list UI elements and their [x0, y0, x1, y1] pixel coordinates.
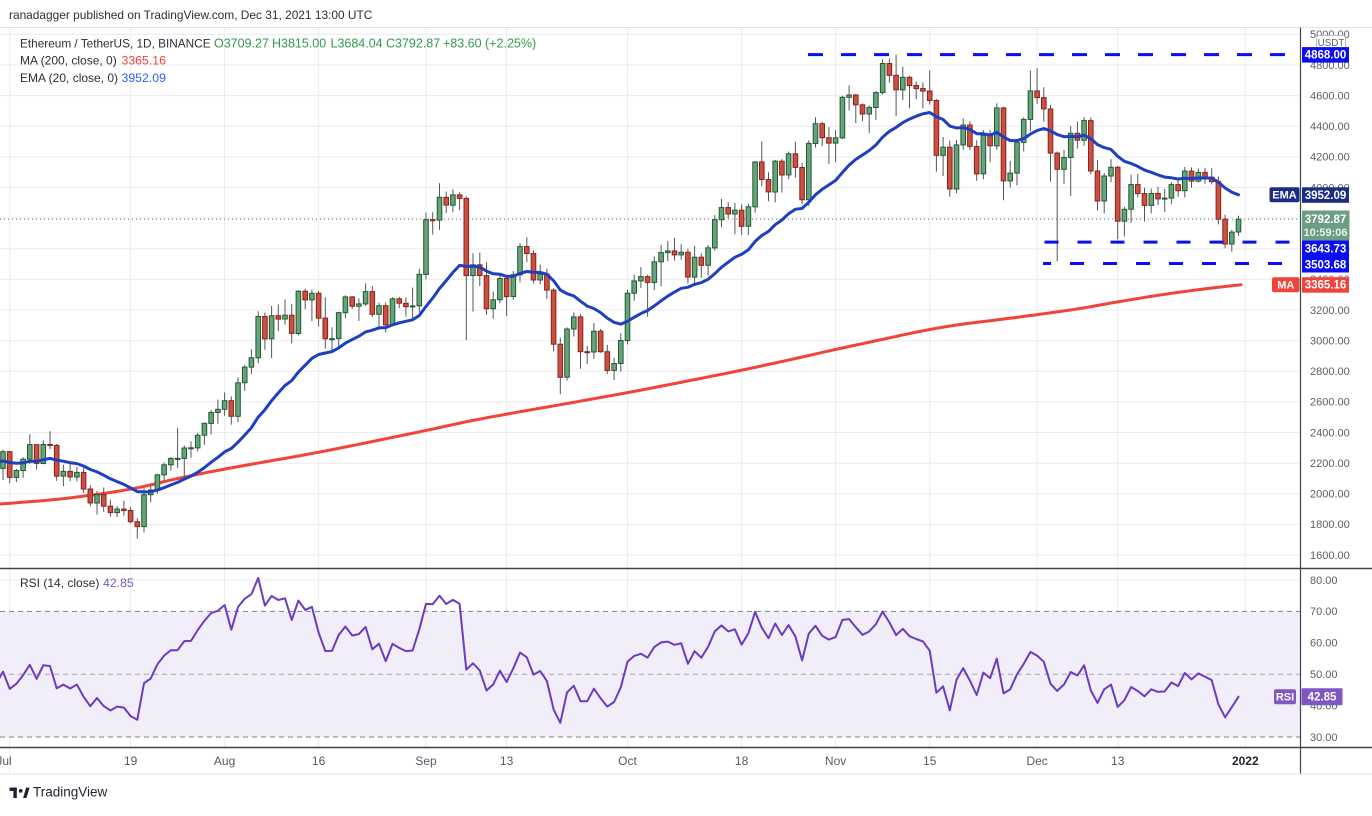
- svg-text:4600.00: 4600.00: [1310, 90, 1350, 102]
- svg-text:4400.00: 4400.00: [1310, 121, 1350, 133]
- svg-text:1800.00: 1800.00: [1310, 519, 1350, 531]
- svg-text:TradingView: TradingView: [33, 785, 108, 800]
- svg-text:30.00: 30.00: [1310, 732, 1338, 744]
- svg-text:Sep: Sep: [415, 754, 437, 768]
- svg-text:MA (200, close, 0): MA (200, close, 0): [20, 54, 117, 68]
- svg-text:RSI: RSI: [1276, 691, 1294, 703]
- svg-text:3200.00: 3200.00: [1310, 305, 1350, 317]
- svg-text:L3684.04: L3684.04: [331, 37, 383, 51]
- svg-text:3952.09: 3952.09: [122, 71, 167, 85]
- svg-text:1600.00: 1600.00: [1310, 550, 1350, 562]
- svg-text:EMA (20, close, 0): EMA (20, close, 0): [20, 71, 118, 85]
- svg-text:C3792.87: C3792.87: [386, 37, 440, 51]
- svg-text:18: 18: [735, 754, 749, 768]
- svg-text:3000.00: 3000.00: [1310, 336, 1350, 348]
- svg-text:MA: MA: [1277, 280, 1294, 292]
- svg-text:19: 19: [124, 754, 138, 768]
- svg-text:10:59:06: 10:59:06: [1303, 227, 1347, 239]
- svg-text:13: 13: [500, 754, 514, 768]
- svg-text:USDT: USDT: [1318, 38, 1345, 49]
- svg-text:42.85: 42.85: [1308, 692, 1337, 704]
- svg-text:+83.60 (+2.25%): +83.60 (+2.25%): [443, 37, 536, 51]
- svg-text:3365.16: 3365.16: [1305, 280, 1347, 292]
- svg-text:Jul: Jul: [0, 754, 12, 768]
- svg-text:4868.00: 4868.00: [1305, 50, 1347, 62]
- svg-text:Oct: Oct: [618, 754, 637, 768]
- svg-text:3643.73: 3643.73: [1305, 244, 1347, 256]
- svg-text:H3815.00: H3815.00: [272, 37, 326, 51]
- svg-text:15: 15: [923, 754, 937, 768]
- svg-text:3792.87: 3792.87: [1305, 214, 1347, 226]
- svg-text:2400.00: 2400.00: [1310, 427, 1350, 439]
- svg-text:3365.16: 3365.16: [122, 54, 167, 68]
- svg-text:3503.68: 3503.68: [1305, 260, 1347, 272]
- svg-text:50.00: 50.00: [1310, 669, 1338, 681]
- svg-text:4200.00: 4200.00: [1310, 152, 1350, 164]
- svg-text:2022: 2022: [1232, 754, 1259, 768]
- svg-text:O3709.27: O3709.27: [214, 37, 269, 51]
- svg-text:RSI (14, close): RSI (14, close): [20, 576, 99, 590]
- svg-text:EMA: EMA: [1272, 190, 1297, 202]
- svg-text:Dec: Dec: [1026, 754, 1047, 768]
- svg-text:42.85: 42.85: [103, 576, 134, 590]
- svg-text:Nov: Nov: [825, 754, 846, 768]
- svg-text:2600.00: 2600.00: [1310, 397, 1350, 409]
- svg-text:70.00: 70.00: [1310, 606, 1338, 618]
- svg-text:80.00: 80.00: [1310, 575, 1338, 587]
- svg-text:2200.00: 2200.00: [1310, 458, 1350, 470]
- svg-text:2000.00: 2000.00: [1310, 489, 1350, 501]
- svg-text:16: 16: [312, 754, 326, 768]
- svg-text:Aug: Aug: [214, 754, 235, 768]
- svg-text:4800.00: 4800.00: [1310, 60, 1350, 72]
- svg-text:13: 13: [1111, 754, 1125, 768]
- svg-text:Ethereum / TetherUS, 1D, BINAN: Ethereum / TetherUS, 1D, BINANCE: [20, 37, 211, 51]
- svg-text:ranadagger published on Tradin: ranadagger published on TradingView.com,…: [9, 8, 373, 22]
- svg-text:2800.00: 2800.00: [1310, 366, 1350, 378]
- svg-text:60.00: 60.00: [1310, 638, 1338, 650]
- svg-text:3952.09: 3952.09: [1305, 190, 1347, 202]
